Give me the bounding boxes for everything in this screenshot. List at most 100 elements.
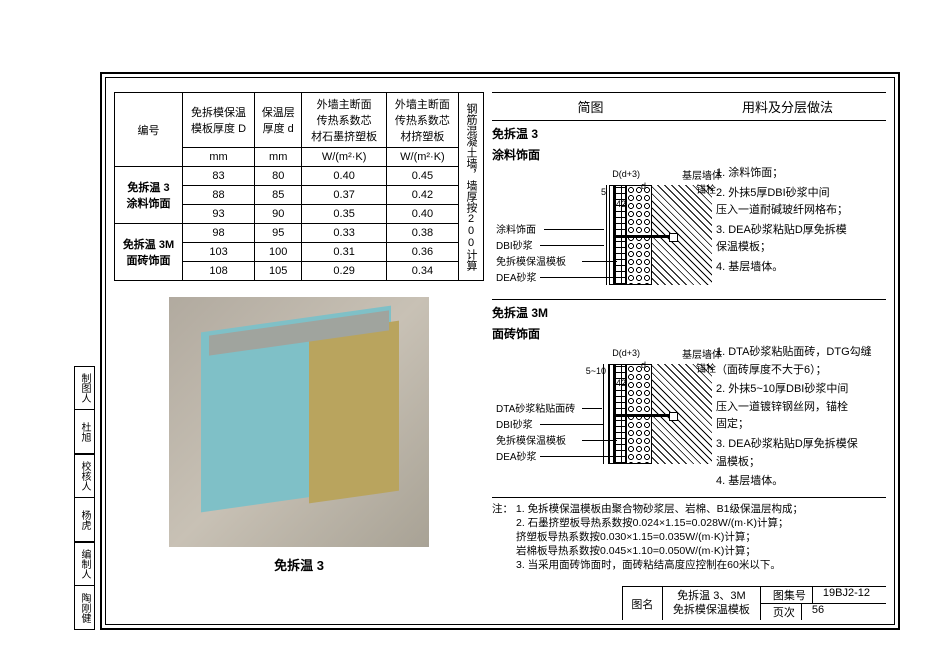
inner-frame: 编号 免拆模保温 模板厚度 D 保温层 厚度 d 外墙主断面 传热系数芯 材石墨… bbox=[105, 77, 895, 625]
cell: 0.29 bbox=[302, 262, 386, 281]
table-row: 免拆温 3M 面砖饰面 98 95 0.33 0.38 bbox=[115, 224, 484, 243]
photo-layer-rockwool bbox=[309, 321, 399, 504]
cell: 0.34 bbox=[386, 262, 458, 281]
product-photo bbox=[169, 297, 429, 547]
cell: 93 bbox=[182, 205, 254, 224]
role-label: 编制人 bbox=[74, 542, 95, 586]
hdr-layering: 用料及分层做法 bbox=[689, 93, 886, 120]
content-area: 编号 免拆模保温 模板厚度 D 保温层 厚度 d 外墙主断面 传热系数芯 材石墨… bbox=[114, 92, 886, 620]
diagram-block-2: D(d+3) d 5~10 42 基层墙体 锚栓 DTA砂浆粘贴面砖 DBI砂浆… bbox=[492, 344, 886, 493]
leader-base: 基层墙体 bbox=[682, 346, 722, 361]
leader-l1: 涂料饰面 bbox=[496, 221, 536, 236]
wall-section-diagram: D(d+3) d 5 42 基层墙体 锚栓 涂料饰面 DBI砂浆 免拆模保温模板… bbox=[492, 165, 712, 295]
leader-line bbox=[540, 245, 604, 246]
leader-line bbox=[540, 277, 622, 278]
notes-prefix: 注： bbox=[492, 503, 513, 515]
cell: 0.35 bbox=[302, 205, 386, 224]
diagram-block-1: D(d+3) d 5 42 基层墙体 锚栓 涂料饰面 DBI砂浆 免拆模保温模板… bbox=[492, 165, 886, 295]
th-k2: 外墙主断面 传热系数芯 材挤塑板 bbox=[386, 93, 458, 148]
legend-item: 1. DTA砂浆粘贴面砖，DTG勾缝 （面砖厚度不大于6）； bbox=[716, 344, 872, 379]
th-thickness-D: 免拆模保温 模板厚度 D bbox=[182, 93, 254, 148]
cell: 95 bbox=[255, 224, 302, 243]
leader-line bbox=[540, 424, 604, 425]
legend-item: 2. 外抹5厚DBI砂浆中间 压入一道耐碱玻纤网格布； bbox=[716, 185, 848, 220]
cell: 0.40 bbox=[386, 205, 458, 224]
anchor-bolt-icon bbox=[614, 235, 674, 238]
legend-item: 4. 基层墙体。 bbox=[716, 259, 848, 277]
right-column: 简图 用料及分层做法 免拆温 3 涂料饰面 bbox=[492, 92, 886, 620]
cell: 105 bbox=[255, 262, 302, 281]
dim-d: d bbox=[641, 360, 646, 370]
legend-item: 1. 涂料饰面； bbox=[716, 165, 848, 183]
row-group-label: 免拆温 3M 面砖饰面 bbox=[115, 224, 183, 281]
cell: 85 bbox=[255, 186, 302, 205]
cell: 80 bbox=[255, 167, 302, 186]
leader-line bbox=[544, 229, 604, 230]
leader-base: 基层墙体 bbox=[682, 167, 722, 182]
cell: 103 bbox=[182, 243, 254, 262]
dim-h: 42 bbox=[616, 199, 626, 209]
cell: 0.37 bbox=[302, 186, 386, 205]
role-name: 杨虎 bbox=[74, 498, 95, 542]
dim-left: 5~10 bbox=[586, 366, 606, 376]
page: 制图人 杜旭 校核人 杨虎 编制人 陶刚健 编号 免拆模保温 模板厚度 D 保温… bbox=[0, 0, 950, 672]
right-header-row: 简图 用料及分层做法 bbox=[492, 92, 886, 121]
section-subtitle: 涂料饰面 bbox=[492, 146, 886, 163]
leader-line bbox=[582, 440, 617, 441]
cell: 0.33 bbox=[302, 224, 386, 243]
vertical-label-strip: 制图人 杜旭 校核人 杨虎 编制人 陶刚健 bbox=[74, 72, 95, 630]
leader-anchor: 锚栓 bbox=[696, 360, 716, 375]
divider bbox=[492, 299, 886, 300]
legend-item: 2. 外抹5~10厚DBI砂浆中间 压入一道镀锌钢丝网，锚栓 固定； bbox=[716, 381, 872, 434]
cell: 0.38 bbox=[386, 224, 458, 243]
tb-issue-row: 图集号 19BJ2-12 bbox=[761, 587, 886, 604]
cell: 0.31 bbox=[302, 243, 386, 262]
tb-issue-value: 19BJ2-12 bbox=[813, 587, 880, 603]
title-block: 图名 免拆温 3、3M 免拆模保温模板 图集号 19BJ2-12 页次 bbox=[622, 586, 886, 620]
dim-h: 42 bbox=[616, 378, 626, 388]
cell: 100 bbox=[255, 243, 302, 262]
cell: 0.36 bbox=[386, 243, 458, 262]
note-item: 2. 石墨挤塑板导热系数按0.024×1.15=0.028W/(m·K)计算； … bbox=[516, 516, 789, 559]
tb-page-row: 页次 56 bbox=[761, 604, 886, 620]
table-header-row: 编号 免拆模保温 模板厚度 D 保温层 厚度 d 外墙主断面 传热系数芯 材石墨… bbox=[115, 93, 484, 148]
leader-line bbox=[540, 456, 622, 457]
dim-d: d bbox=[641, 181, 646, 191]
leader-l4: DEA砂浆 bbox=[496, 269, 537, 284]
tb-page-label: 页次 bbox=[767, 604, 802, 620]
dim-top: D(d+3) bbox=[612, 169, 640, 179]
tb-title-line1: 免拆温 3、3M bbox=[673, 590, 750, 603]
tb-issue-label: 图集号 bbox=[767, 587, 813, 603]
th-wall: 钢筋混凝土墙，墙厚按200计算 bbox=[459, 93, 484, 281]
role-label: 校核人 bbox=[74, 454, 95, 498]
section-title: 免拆温 3 bbox=[492, 125, 886, 142]
unit-cell: mm bbox=[255, 148, 302, 167]
cell: 0.45 bbox=[386, 167, 458, 186]
legend-item: 3. DEA砂浆粘贴D厚免拆模 保温模板； bbox=[716, 222, 848, 257]
leader-l2: DBI砂浆 bbox=[496, 237, 533, 252]
note-item: 1. 免拆模保温模板由聚合物砂浆层、岩棉、B1级保温层构成； bbox=[516, 503, 803, 515]
leader-line bbox=[582, 408, 602, 409]
section-subtitle: 面砖饰面 bbox=[492, 325, 886, 342]
tb-meta: 图集号 19BJ2-12 页次 56 bbox=[760, 587, 886, 620]
leader-l2: DBI砂浆 bbox=[496, 416, 533, 431]
table-row: 免拆温 3 涂料饰面 83 80 0.40 0.45 bbox=[115, 167, 484, 186]
tb-title: 免拆温 3、3M 免拆模保温模板 bbox=[662, 587, 760, 620]
unit-cell: W/(m²·K) bbox=[302, 148, 386, 167]
legend-list: 1. 涂料饰面； 2. 外抹5厚DBI砂浆中间 压入一道耐碱玻纤网格布； 3. … bbox=[716, 165, 848, 295]
section-title: 免拆温 3M bbox=[492, 304, 886, 321]
tb-label: 图名 bbox=[622, 587, 662, 620]
th-k1: 外墙主断面 传热系数芯 材石墨挤塑板 bbox=[302, 93, 386, 148]
cell: 0.42 bbox=[386, 186, 458, 205]
leader-l1: DTA砂浆粘贴面砖 bbox=[496, 400, 575, 415]
unit-cell: W/(m²·K) bbox=[386, 148, 458, 167]
leader-l4: DEA砂浆 bbox=[496, 448, 537, 463]
photo-caption: 免拆温 3 bbox=[114, 555, 484, 574]
legend-list: 1. DTA砂浆粘贴面砖，DTG勾缝 （面砖厚度不大于6）； 2. 外抹5~10… bbox=[716, 344, 872, 493]
th-thickness-d: 保温层 厚度 d bbox=[255, 93, 302, 148]
role-name: 杜旭 bbox=[74, 410, 95, 454]
row-group-label: 免拆温 3 涂料饰面 bbox=[115, 167, 183, 224]
cell: 108 bbox=[182, 262, 254, 281]
leader-l3: 免拆模保温模板 bbox=[496, 253, 566, 268]
cell: 83 bbox=[182, 167, 254, 186]
